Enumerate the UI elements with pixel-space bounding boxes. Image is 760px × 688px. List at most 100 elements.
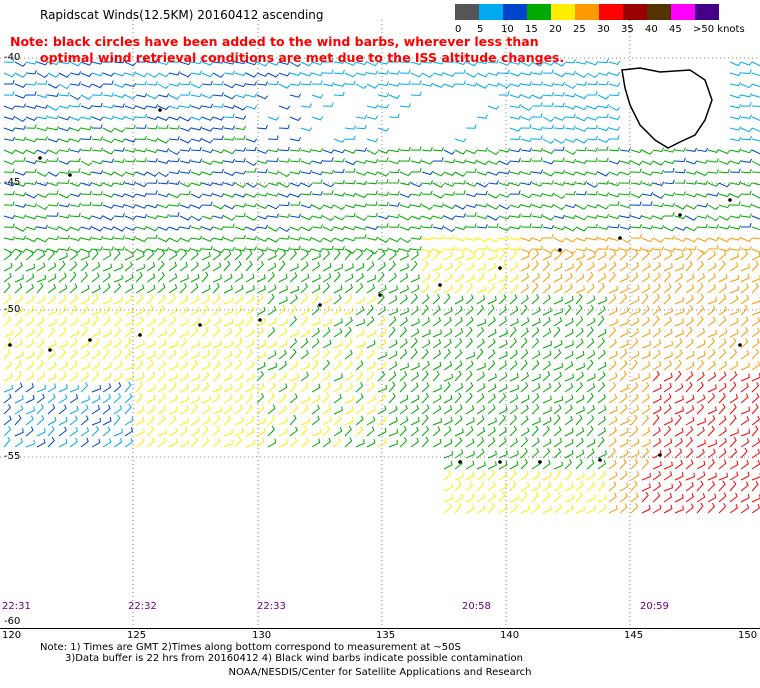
wind-barb bbox=[124, 94, 137, 100]
wind-barb bbox=[553, 448, 562, 459]
wind-barb bbox=[278, 158, 290, 163]
lon-tick-label: 145 bbox=[624, 630, 644, 641]
wind-barb bbox=[432, 405, 442, 415]
wind-barb bbox=[25, 306, 35, 316]
wind-barb bbox=[355, 247, 368, 252]
wind-barb bbox=[146, 104, 159, 109]
wind-barb bbox=[355, 349, 364, 360]
wind-barb bbox=[509, 82, 522, 88]
wind-barb bbox=[47, 416, 57, 426]
wind-barb bbox=[366, 261, 375, 272]
wind-barb bbox=[190, 250, 199, 261]
wind-barb bbox=[113, 147, 125, 152]
wind-barb bbox=[542, 438, 552, 448]
wind-barb bbox=[542, 224, 555, 230]
wind-barb bbox=[245, 416, 255, 426]
wind-barb bbox=[14, 338, 23, 349]
wind-barb bbox=[652, 414, 660, 426]
wind-barb bbox=[553, 492, 562, 503]
wind-barb bbox=[597, 245, 609, 250]
wind-barb bbox=[685, 160, 698, 165]
wind-barb bbox=[575, 427, 585, 437]
wind-barb bbox=[674, 437, 683, 448]
wind-barb bbox=[399, 171, 412, 177]
wind-barb bbox=[729, 285, 739, 294]
wind-barb bbox=[608, 481, 617, 492]
wind-barb bbox=[234, 338, 243, 349]
wind-barb bbox=[575, 260, 583, 272]
wind-barb bbox=[630, 503, 639, 514]
wind-barb bbox=[564, 504, 574, 514]
wind-barb bbox=[487, 393, 496, 404]
wind-barb bbox=[520, 382, 529, 393]
wind-barb bbox=[124, 403, 132, 415]
wind-barb bbox=[102, 193, 115, 198]
wind-barb bbox=[212, 125, 224, 130]
wind-barb bbox=[146, 351, 156, 360]
wind-barb bbox=[509, 127, 522, 132]
wind-barb bbox=[366, 339, 376, 349]
wind-barb bbox=[36, 214, 49, 219]
wind-barb bbox=[707, 337, 715, 349]
legend-label: 35 bbox=[621, 24, 634, 35]
wind-barb bbox=[47, 383, 57, 393]
wind-barb bbox=[454, 480, 462, 492]
orbit-time-label: 20:58 bbox=[462, 601, 491, 612]
wind-barb bbox=[146, 247, 159, 253]
wind-barb bbox=[630, 480, 638, 492]
wind-barb bbox=[190, 306, 200, 316]
wind-barb bbox=[553, 307, 563, 316]
wind-barb bbox=[388, 202, 400, 207]
wind-barb bbox=[311, 159, 324, 164]
wind-barb bbox=[102, 329, 112, 338]
wind-barb bbox=[586, 481, 595, 492]
wind-barb bbox=[58, 394, 68, 404]
wind-barb bbox=[36, 126, 49, 132]
wind-barb bbox=[201, 81, 213, 86]
wind-barb bbox=[542, 425, 550, 437]
wind-barb bbox=[597, 349, 606, 360]
wind-barb bbox=[377, 149, 390, 154]
wind-barb bbox=[58, 193, 71, 199]
wind-barb bbox=[630, 458, 638, 470]
wind-barb bbox=[608, 394, 618, 404]
wind-barb bbox=[124, 373, 134, 382]
wind-barb bbox=[388, 247, 401, 253]
wind-barb bbox=[245, 285, 255, 294]
wind-barb bbox=[91, 384, 102, 393]
wind-barb bbox=[168, 340, 178, 349]
wind-barb bbox=[399, 404, 408, 415]
wind-barb bbox=[454, 149, 467, 155]
wind-barb bbox=[80, 61, 93, 66]
wind-barb bbox=[751, 393, 760, 404]
wind-barb bbox=[388, 250, 397, 261]
wind-barb bbox=[3, 425, 12, 437]
wind-barb bbox=[168, 71, 181, 76]
wind-barb bbox=[278, 383, 288, 393]
wind-barb bbox=[630, 405, 640, 415]
wind-barb bbox=[454, 328, 464, 338]
wind-barb bbox=[751, 425, 759, 437]
wind-barb bbox=[91, 170, 104, 175]
legend-label: 10 bbox=[501, 24, 514, 35]
wind-barb bbox=[542, 471, 552, 481]
wind-barb bbox=[542, 294, 551, 305]
wind-barb bbox=[201, 371, 210, 382]
wind-barb bbox=[421, 147, 433, 152]
wind-barb bbox=[443, 262, 453, 272]
wind-barb bbox=[542, 252, 552, 261]
wind-barb bbox=[80, 284, 90, 294]
wind-barb bbox=[454, 437, 463, 448]
wind-barb bbox=[663, 148, 676, 153]
wind-barb bbox=[454, 370, 462, 382]
wind-barb bbox=[91, 136, 103, 141]
wind-barb bbox=[80, 146, 92, 152]
wind-barb bbox=[630, 284, 640, 294]
wind-barb bbox=[663, 283, 672, 294]
wind-barb bbox=[553, 362, 563, 371]
wind-barb bbox=[212, 72, 225, 78]
wind-barb bbox=[355, 393, 364, 404]
wind-barb bbox=[740, 135, 752, 141]
wind-barb bbox=[674, 157, 686, 163]
wind-barb bbox=[564, 494, 574, 503]
